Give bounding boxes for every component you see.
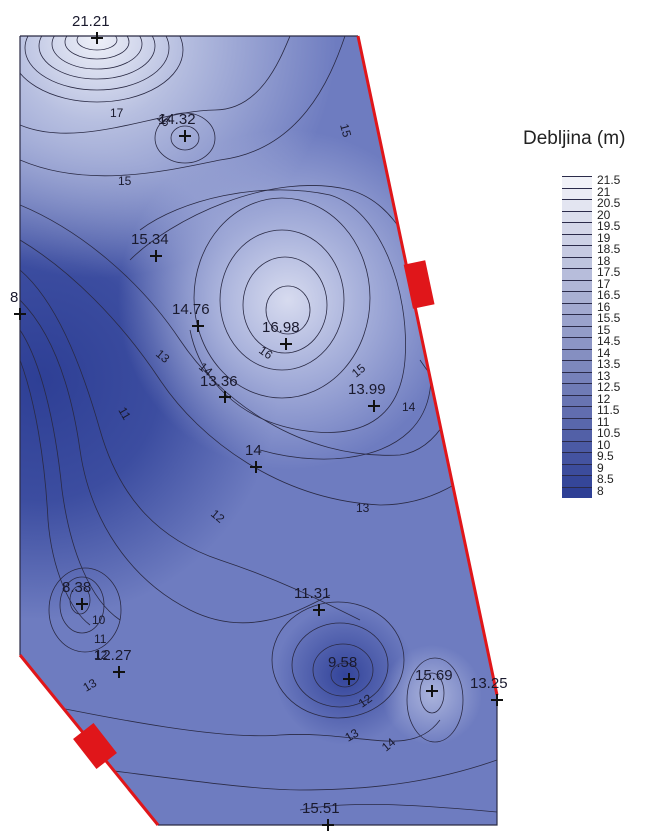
- legend-row: 21.5: [562, 176, 662, 188]
- point-label: 13.99: [348, 381, 386, 398]
- legend-swatch: [562, 257, 592, 269]
- legend-swatch: [562, 211, 592, 223]
- legend-row: 9.5: [562, 452, 662, 464]
- legend-row: 11.5: [562, 406, 662, 418]
- legend-row: 15.5: [562, 314, 662, 326]
- point-label: 16.98: [262, 319, 300, 336]
- legend-row: 13.5: [562, 360, 662, 372]
- legend-swatch: [562, 303, 592, 315]
- legend-title: Debljina (m): [523, 128, 625, 150]
- legend-swatch: [562, 280, 592, 292]
- color-legend: 21.5 21 20.5 20 19.5 19 18.5 18 17.5 17 16.5 16 15.5…: [562, 176, 662, 498]
- legend-row: 16.5: [562, 291, 662, 303]
- legend-swatch: [562, 418, 592, 430]
- legend-row: 20.5: [562, 199, 662, 211]
- point-label: 8.38: [62, 579, 91, 596]
- legend-swatch: [562, 487, 592, 499]
- point-label: 15.51: [302, 800, 340, 817]
- point-label: 15.69: [415, 667, 453, 684]
- legend-swatch: [562, 314, 592, 326]
- contour-label: 14: [402, 400, 416, 414]
- legend-swatch: [562, 245, 592, 257]
- point-label: 15.34: [131, 231, 169, 248]
- legend-row: 14.5: [562, 337, 662, 349]
- legend-row: 17.5: [562, 268, 662, 280]
- legend-swatch: [562, 222, 592, 234]
- legend-swatch: [562, 452, 592, 464]
- legend-row: 8.5: [562, 475, 662, 487]
- point-label: 11.31: [294, 585, 330, 602]
- legend-swatch: [562, 441, 592, 453]
- point-label: 14.32: [158, 111, 196, 128]
- legend-swatch: [562, 464, 592, 476]
- legend-row: 18.5: [562, 245, 662, 257]
- legend-swatch: [562, 372, 592, 384]
- legend-row: 19.5: [562, 222, 662, 234]
- legend-row: 10.5: [562, 429, 662, 441]
- contour-label: 11: [94, 632, 107, 646]
- legend-level-label: 8: [597, 485, 604, 497]
- point-label: 12.27: [94, 647, 132, 664]
- legend-swatch: [562, 429, 592, 441]
- legend-swatch: [562, 291, 592, 303]
- point-label: 13.36: [200, 373, 238, 390]
- contour-label: 17: [110, 106, 124, 120]
- contour-label: 13: [356, 501, 370, 515]
- legend-swatch: [562, 268, 592, 280]
- point-label: 13.25: [470, 675, 508, 692]
- legend-swatch: [562, 395, 592, 407]
- legend-swatch: [562, 406, 592, 418]
- point-label: 14: [245, 442, 262, 459]
- point-label: 21.21: [72, 13, 110, 30]
- legend-swatch: [562, 360, 592, 372]
- legend-swatch: [562, 475, 592, 487]
- contour-label: 15: [118, 174, 132, 188]
- legend-swatch: [562, 234, 592, 246]
- legend-swatch: [562, 188, 592, 200]
- legend-row: 12.5: [562, 383, 662, 395]
- legend-swatch: [562, 337, 592, 349]
- contour-label: 10: [92, 613, 106, 627]
- legend-swatch: [562, 199, 592, 211]
- point-label: 14.76: [172, 301, 210, 318]
- legend-swatch: [562, 176, 592, 188]
- legend-swatch: [562, 349, 592, 361]
- legend-row: 8: [562, 487, 662, 499]
- legend-swatch: [562, 326, 592, 338]
- legend-swatch: [562, 383, 592, 395]
- point-label: 8: [10, 289, 18, 306]
- point-label: 9.58: [328, 654, 357, 671]
